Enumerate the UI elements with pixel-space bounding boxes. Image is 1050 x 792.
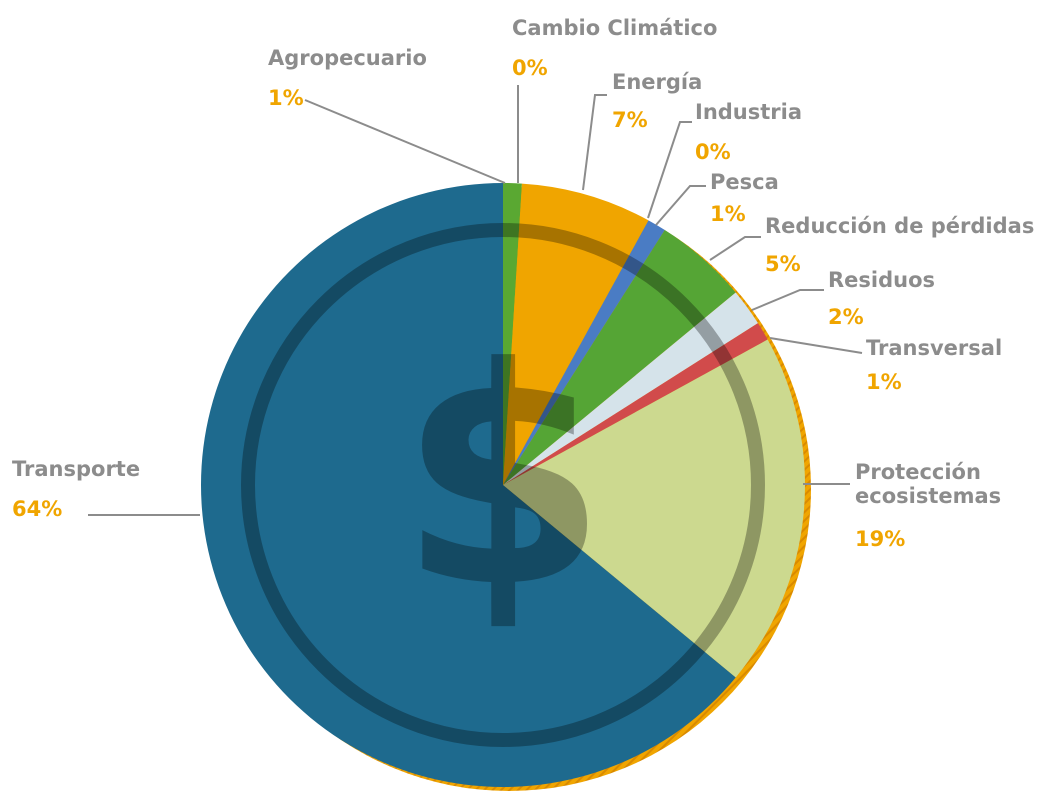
category-label: Pesca bbox=[710, 170, 779, 194]
value-label: 5% bbox=[765, 252, 801, 276]
leader-line bbox=[752, 290, 824, 310]
category-label: Protección ecosistemas bbox=[855, 460, 1025, 508]
value-label: 2% bbox=[828, 305, 864, 329]
category-label: Industria bbox=[695, 100, 802, 124]
category-label: Residuos bbox=[828, 268, 935, 292]
leader-line bbox=[305, 100, 505, 183]
value-label: 0% bbox=[695, 140, 731, 164]
category-label: Agropecuario bbox=[268, 46, 427, 70]
value-label: 19% bbox=[855, 527, 905, 551]
category-label: Reducción de pérdidas bbox=[765, 214, 1034, 238]
leader-line bbox=[710, 237, 761, 260]
leader-line bbox=[583, 95, 607, 190]
value-label: 0% bbox=[512, 56, 548, 80]
category-label: Transporte bbox=[12, 457, 140, 481]
category-label: Cambio Climático bbox=[512, 16, 717, 40]
value-label: 1% bbox=[268, 86, 304, 110]
coin-symbol: $ bbox=[399, 304, 608, 653]
value-label: 7% bbox=[612, 108, 648, 132]
chart: $ Agropecuario 1% Cambio Climático 0% Energí… bbox=[0, 0, 1050, 792]
leader-line bbox=[656, 186, 706, 225]
leader-line bbox=[648, 122, 692, 218]
leader-line bbox=[770, 338, 862, 353]
category-label: Energía bbox=[612, 70, 702, 94]
chart-svg: $ bbox=[0, 0, 1050, 792]
value-label: 1% bbox=[866, 370, 902, 394]
category-label: Transversal bbox=[866, 336, 1002, 360]
value-label: 64% bbox=[12, 497, 62, 521]
value-label: 1% bbox=[710, 202, 746, 226]
